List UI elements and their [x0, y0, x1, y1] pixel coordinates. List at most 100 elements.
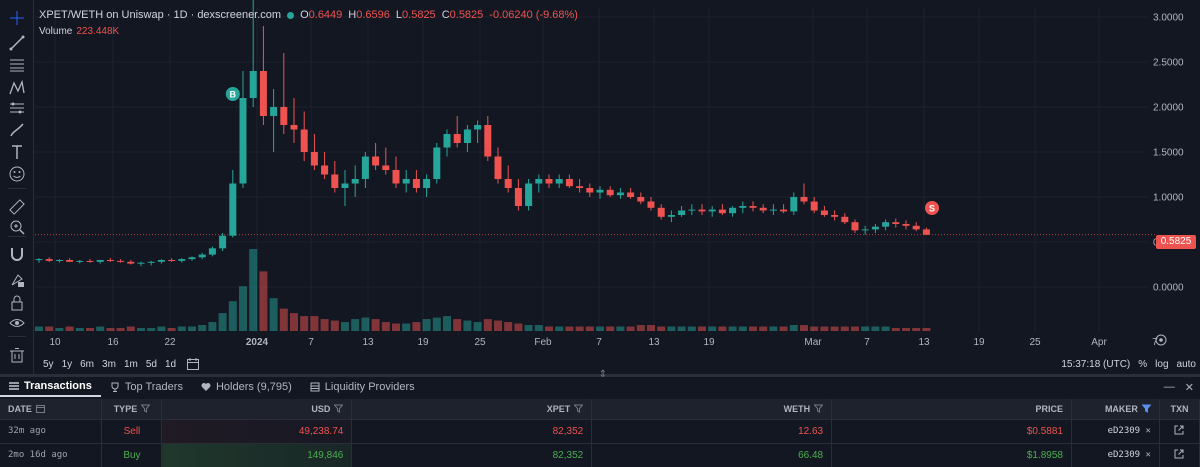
calendar-icon — [35, 405, 45, 414]
settings-gear-icon[interactable] — [1155, 334, 1167, 346]
candle-body — [922, 229, 930, 235]
crosshair-icon[interactable] — [5, 8, 29, 28]
percent-scale-button[interactable]: % — [1138, 358, 1148, 370]
table-row[interactable]: 32m ago Sell 49,238.74 82,352 12.63 $0.5881 eD… — [0, 418, 1200, 443]
external-link-icon[interactable] — [1174, 425, 1184, 435]
calendar-icon[interactable] — [186, 357, 200, 371]
range-button-5y[interactable]: 5y — [43, 358, 54, 370]
cell-weth: 12.63 — [591, 418, 833, 443]
eye-icon[interactable] — [5, 313, 29, 333]
layers-icon — [310, 382, 320, 392]
candle-body — [749, 206, 757, 208]
volume-bar — [687, 326, 696, 331]
volume-bar — [137, 328, 145, 331]
ruler-icon[interactable] — [5, 197, 29, 217]
zoom-icon[interactable] — [5, 217, 29, 237]
maker-address-link[interactable]: eD2309 — [1107, 426, 1141, 436]
brush-icon[interactable] — [5, 120, 29, 140]
maker-address-link[interactable]: eD2309 — [1107, 450, 1141, 461]
volume-bar — [810, 326, 819, 331]
volume-bar — [840, 326, 849, 331]
price-chart[interactable]: 3.00002.50002.00001.50001.00000.50000.00… — [35, 0, 1200, 354]
candle-body — [902, 224, 910, 226]
low-label: L — [395, 9, 403, 21]
range-button-1d[interactable]: 1d — [164, 358, 177, 370]
header-usd[interactable]: USD — [161, 399, 353, 419]
volume-bar — [677, 326, 686, 331]
candle-body — [525, 183, 533, 206]
trash-icon[interactable] — [5, 345, 29, 365]
auto-scale-button[interactable]: auto — [1176, 358, 1196, 370]
tab-top-traders[interactable]: Top Traders — [101, 377, 192, 397]
emoji-icon[interactable] — [5, 164, 29, 184]
chart-pane[interactable]: 3.00002.50002.00001.50001.00000.50000.00… — [35, 0, 1200, 374]
table-row[interactable]: 2mo 16d ago Buy 149,846 82,352 66.48 $1.8958 e… — [0, 442, 1200, 467]
lock-icon[interactable] — [5, 293, 29, 313]
trend-line-icon[interactable] — [5, 33, 29, 53]
header-price[interactable]: PRICE — [831, 399, 1072, 419]
volume-bar — [871, 326, 880, 331]
remove-filter-icon[interactable]: ✕ — [1140, 450, 1151, 461]
close-panel-icon[interactable]: ✕ — [1184, 381, 1194, 394]
buy-marker[interactable] — [225, 87, 240, 101]
pattern-icon[interactable] — [5, 78, 29, 98]
volume-bar — [259, 271, 268, 331]
x-tick-label: Apr — [1091, 337, 1107, 348]
sell-marker[interactable] — [925, 201, 939, 215]
range-button-1m[interactable]: 1m — [123, 358, 138, 370]
volume-bar — [422, 319, 431, 331]
range-buttons: 5y 1y 6m 3m 1m 5d 1d — [35, 359, 176, 370]
external-link-icon[interactable] — [1174, 449, 1184, 459]
text-icon[interactable] — [5, 142, 29, 162]
volume-bar — [789, 325, 798, 331]
candle-body — [606, 189, 614, 196]
volume-bar — [861, 326, 870, 331]
candle-body — [402, 179, 410, 184]
volume-bar — [596, 326, 604, 331]
remove-filter-icon[interactable]: ✕ — [1140, 426, 1151, 436]
minimize-icon[interactable]: — — [1163, 381, 1175, 393]
volume-bar — [239, 286, 247, 331]
range-button-3m[interactable]: 3m — [102, 358, 116, 370]
volume-legend: Volume 223.448K — [39, 26, 119, 37]
cell-txn — [1159, 418, 1200, 443]
resize-handle-icon[interactable]: ⇕ — [598, 369, 608, 380]
candle-body — [627, 192, 635, 197]
magnet-icon[interactable] — [5, 244, 29, 264]
candle-body — [739, 206, 747, 208]
prediction-icon[interactable] — [5, 98, 29, 118]
fib-icon[interactable] — [5, 55, 29, 75]
volume-bar — [147, 328, 156, 331]
range-button-1y[interactable]: 1y — [61, 358, 73, 370]
low-value: 0.5825 — [402, 9, 436, 21]
volume-bar — [585, 326, 594, 331]
close-value: 0.5825 — [449, 9, 484, 21]
change-value: -0.06240 (-9.68%) — [489, 9, 578, 21]
header-type[interactable]: TYPE — [101, 399, 163, 419]
candle-body — [300, 129, 308, 152]
tab-holders[interactable]: Holders (9,795) — [192, 377, 301, 397]
header-maker[interactable]: MAKER — [1071, 399, 1160, 419]
volume-bar — [565, 326, 574, 331]
log-scale-button[interactable]: log — [1155, 358, 1169, 370]
panel-divider[interactable] — [0, 374, 1200, 377]
volume-bar — [830, 326, 839, 331]
tab-transactions[interactable]: Transactions — [0, 377, 101, 397]
header-weth[interactable]: WETH — [591, 399, 833, 419]
volume-bar — [851, 326, 859, 331]
tab-label: Top Traders — [124, 381, 183, 393]
y-tick-label: 1.5000 — [1153, 148, 1184, 159]
volume-bar — [412, 322, 421, 331]
range-button-5d[interactable]: 5d — [145, 358, 157, 370]
candle-body — [780, 209, 788, 212]
header-date[interactable]: DATE — [0, 399, 103, 419]
header-xpet[interactable]: XPET — [351, 399, 593, 419]
tab-liquidity-providers[interactable]: Liquidity Providers — [301, 377, 424, 397]
volume-bar — [392, 323, 400, 331]
cell-date: 2mo 16d ago — [0, 442, 103, 467]
candle-body — [810, 201, 818, 211]
candle-body — [168, 260, 176, 261]
range-button-6m[interactable]: 6m — [80, 358, 95, 370]
lock-drawing-icon[interactable] — [5, 270, 29, 290]
